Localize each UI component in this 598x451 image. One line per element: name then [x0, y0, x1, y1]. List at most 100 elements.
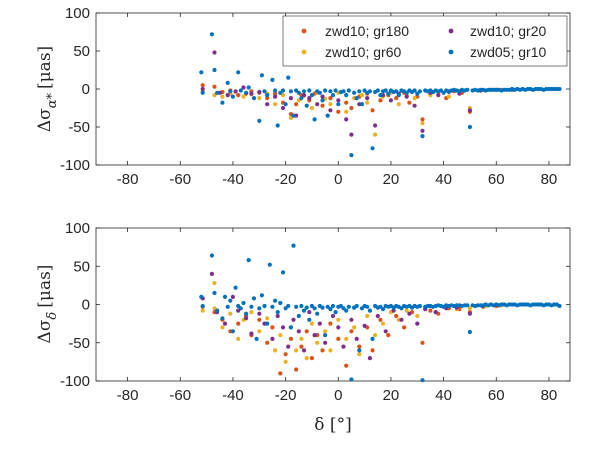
bottom-point-series-2 — [257, 311, 262, 316]
top-point-series-3 — [251, 96, 257, 101]
bottom-point-series-3 — [315, 311, 320, 316]
bottom-point-series-1 — [212, 281, 217, 286]
top-point-series-3 — [275, 123, 280, 128]
bottom-point-series-2 — [391, 308, 396, 313]
bottom-point-series-2 — [341, 344, 346, 349]
bottom-point-series-3 — [354, 303, 359, 309]
bottom-x-tick-label: -40 — [222, 387, 244, 404]
bottom-point-series-0 — [394, 313, 399, 319]
bottom-point-series-0 — [288, 336, 293, 341]
bottom-point-series-1 — [467, 306, 472, 311]
top-point-series-3 — [259, 73, 264, 78]
top-point-series-3 — [386, 91, 391, 96]
top-point-series-1 — [420, 121, 425, 126]
top-y-tick-label: 100 — [65, 5, 90, 22]
top-point-series-2 — [288, 96, 293, 101]
top-point-series-3 — [467, 124, 472, 130]
top-point-series-3 — [367, 89, 372, 94]
bottom-point-series-2 — [249, 331, 254, 336]
top-point-series-3 — [288, 89, 293, 94]
top-point-series-1 — [309, 105, 314, 111]
top-point-series-2 — [420, 128, 425, 133]
bottom-point-series-3 — [344, 308, 349, 313]
bottom-point-series-1 — [249, 310, 254, 315]
bottom-point-series-3 — [209, 253, 214, 258]
bottom-point-series-1 — [315, 340, 320, 345]
top-point-series-2 — [257, 89, 262, 95]
bottom-y-axis-label: Δσδ [μas] — [35, 265, 60, 344]
bottom-point-series-2 — [275, 313, 280, 319]
top-point-series-2 — [436, 93, 441, 98]
bottom-point-series-0 — [278, 371, 283, 376]
top-point-series-3 — [378, 93, 383, 98]
bottom-point-series-3 — [417, 303, 422, 309]
top-point-series-3 — [209, 32, 214, 37]
bottom-y-ticks: 100 50 0 -50 -100 — [60, 220, 570, 390]
top-ylabel-unit: [μas] — [35, 46, 55, 89]
top-y-axis-label: Δσα* [μas] — [35, 46, 60, 132]
top-point-series-3 — [354, 96, 359, 101]
top-y-tick-label: -100 — [60, 157, 90, 174]
bottom-point-series-3 — [222, 294, 228, 299]
bottom-point-series-1 — [415, 313, 420, 319]
bottom-point-series-1 — [323, 329, 328, 334]
bottom-point-series-3 — [365, 304, 370, 309]
bottom-point-series-3 — [225, 304, 230, 309]
top-scatter-points — [199, 32, 562, 158]
bottom-point-series-3 — [291, 243, 296, 248]
bottom-point-series-1 — [344, 336, 349, 341]
bottom-point-series-2 — [270, 336, 275, 341]
bottom-point-series-3 — [467, 329, 472, 335]
top-point-series-2 — [273, 94, 278, 99]
bottom-point-series-3 — [233, 285, 238, 290]
top-x-ticks: -80 -60 -40 -20 0 20 40 60 80 — [117, 13, 557, 188]
top-point-series-3 — [359, 102, 365, 107]
top-point-series-3 — [291, 113, 296, 118]
top-point-series-3 — [417, 89, 422, 94]
bottom-point-series-0 — [265, 340, 270, 345]
bottom-point-series-3 — [557, 303, 562, 309]
top-point-series-2 — [225, 93, 230, 98]
top-point-series-2 — [315, 102, 320, 107]
bottom-point-series-3 — [270, 304, 275, 309]
bottom-point-series-1 — [328, 348, 333, 353]
top-point-series-3 — [220, 100, 225, 105]
top-x-tick-label: 0 — [334, 171, 342, 188]
top-point-series-3 — [370, 146, 375, 151]
bottom-point-series-1 — [336, 317, 341, 322]
top-point-series-2 — [404, 94, 409, 99]
top-point-series-2 — [349, 132, 354, 137]
bottom-point-series-3 — [212, 290, 217, 296]
top-x-tick-label: 60 — [488, 171, 505, 188]
bottom-point-series-3 — [320, 305, 325, 310]
top-point-series-3 — [465, 87, 470, 92]
top-panel: -80 -60 -40 -20 0 20 40 60 80 100 50 0 -50 -100 Δσα*… — [35, 5, 571, 188]
bottom-point-series-2 — [230, 294, 235, 299]
bottom-point-series-2 — [367, 356, 372, 361]
legend-marker-gr180 — [301, 28, 307, 34]
bottom-point-series-0 — [344, 363, 349, 368]
bottom-point-series-3 — [275, 310, 280, 315]
bottom-ylabel-unit: [μas] — [35, 265, 55, 308]
top-point-series-3 — [273, 88, 278, 93]
bottom-point-series-3 — [288, 325, 293, 330]
top-point-series-3 — [328, 89, 333, 94]
bottom-point-series-2 — [317, 321, 322, 326]
bottom-point-series-3 — [328, 307, 333, 312]
top-point-series-3 — [236, 70, 241, 75]
legend-label-gr180: zwd10; gr180 — [325, 23, 409, 39]
bottom-point-series-1 — [299, 336, 304, 341]
bottom-point-series-1 — [365, 313, 370, 319]
top-point-series-2 — [320, 94, 325, 99]
bottom-point-series-3 — [323, 333, 328, 338]
top-point-series-0 — [407, 100, 412, 105]
top-point-series-3 — [262, 89, 267, 94]
bottom-point-series-1 — [294, 348, 299, 353]
top-point-series-3 — [244, 90, 249, 95]
legend: zwd10; gr180 zwd10; gr20 zwd10; gr60 zwd… — [282, 15, 568, 67]
top-point-series-2 — [301, 93, 307, 98]
bottom-x-tick-label: 0 — [334, 387, 342, 404]
bottom-y-tick-label: -50 — [68, 335, 90, 352]
bottom-point-series-1 — [265, 316, 270, 321]
bottom-point-series-3 — [199, 294, 204, 299]
